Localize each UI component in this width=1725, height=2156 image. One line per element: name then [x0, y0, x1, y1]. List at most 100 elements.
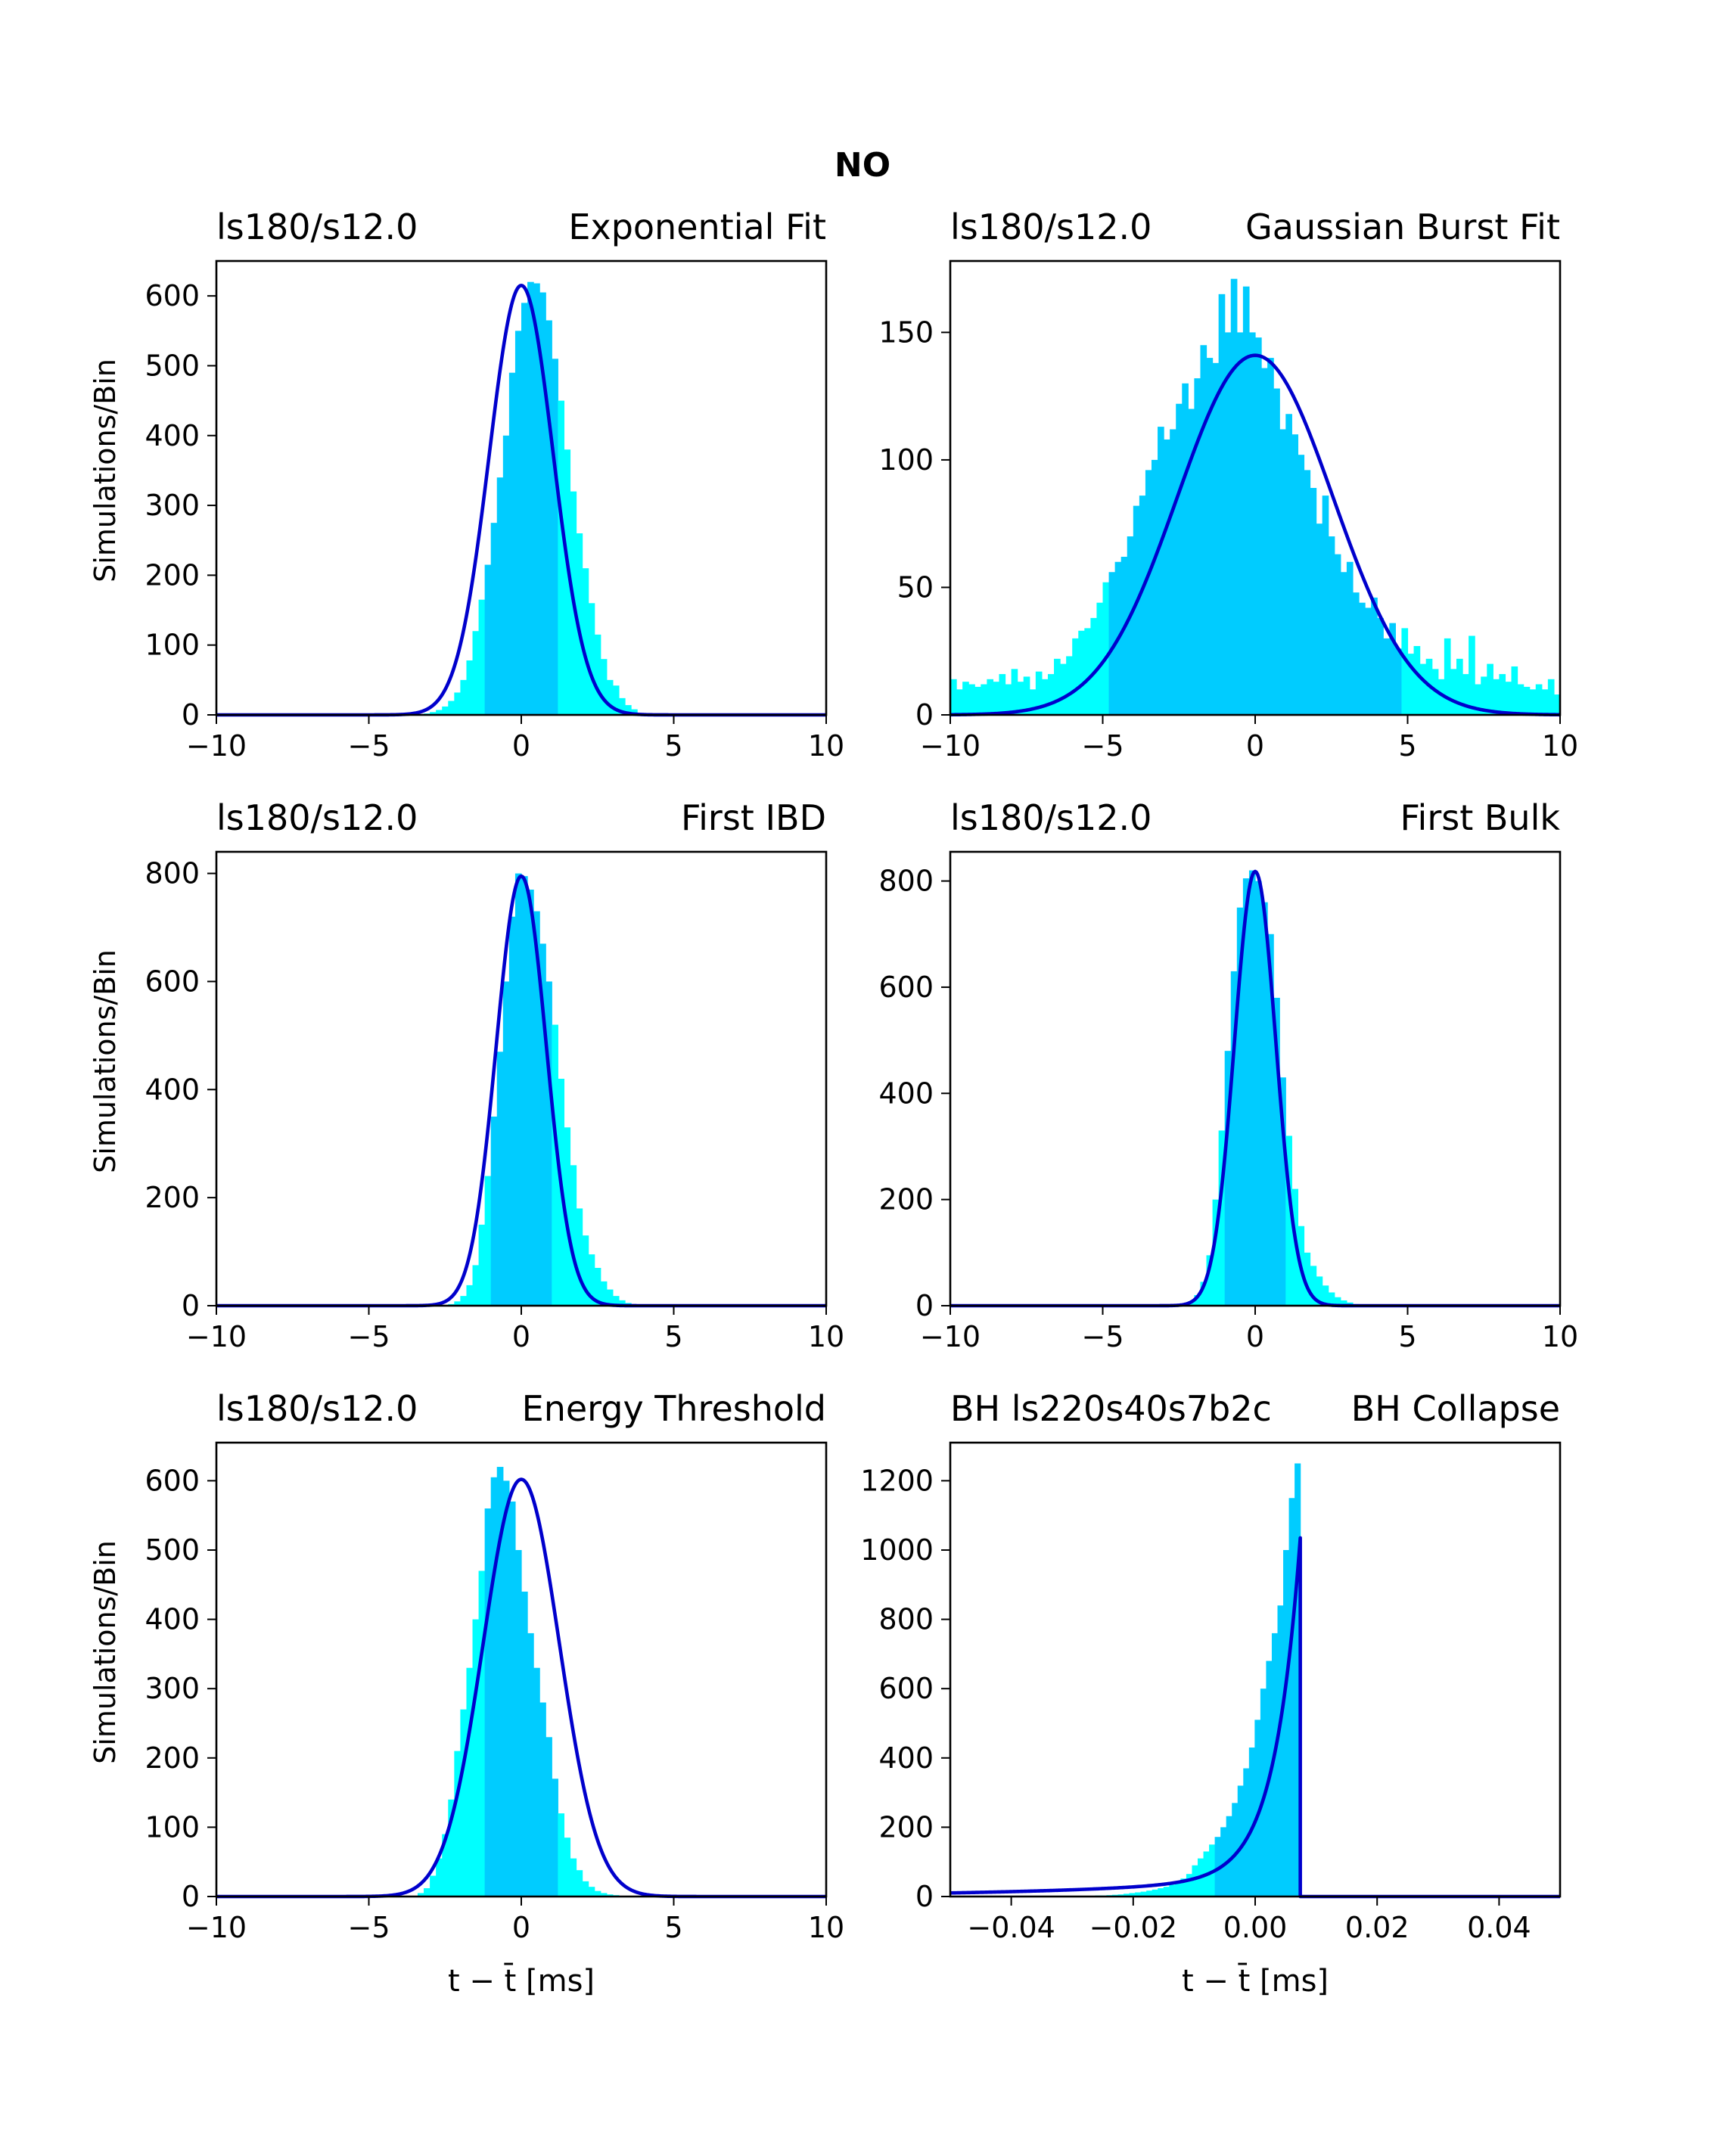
histogram-bar — [594, 634, 601, 715]
histogram-bar — [582, 1881, 589, 1897]
histogram-bar — [1230, 971, 1238, 1306]
histogram-bar — [606, 1894, 614, 1897]
y-tick-label: 0 — [915, 698, 934, 732]
histogram-bar — [1295, 1463, 1301, 1897]
histogram-bar — [1212, 362, 1220, 715]
histogram-bar — [1462, 674, 1469, 715]
x-tick-label: 5 — [1398, 1320, 1416, 1353]
histogram-bar — [564, 1838, 571, 1897]
histogram-bar — [1066, 656, 1073, 715]
x-tick-label: 10 — [1542, 729, 1578, 763]
histogram-bar — [466, 1285, 474, 1306]
histogram-bar — [430, 1875, 437, 1897]
histogram-bar — [1273, 388, 1280, 715]
histogram-bar — [1389, 623, 1396, 715]
y-tick-label: 50 — [897, 570, 934, 604]
histogram-bar — [490, 1477, 498, 1897]
histogram-bar — [1236, 907, 1244, 1306]
histogram-bar — [588, 1887, 595, 1897]
histogram-bar — [1261, 368, 1268, 715]
histogram-bar — [1334, 554, 1341, 715]
histogram-bar — [1511, 666, 1518, 715]
histogram-bar — [545, 320, 552, 716]
y-tick-label: 200 — [878, 1183, 934, 1216]
histogram-bar — [490, 1117, 498, 1306]
histogram-bar — [496, 1052, 504, 1306]
histogram-bar — [484, 564, 492, 715]
y-axis-ticks: 0 200 400 600 800 — [145, 857, 216, 1322]
histogram-bar — [1117, 1894, 1124, 1897]
histogram-bar — [987, 679, 994, 715]
histogram-bar — [1541, 689, 1549, 715]
histogram-bar — [1547, 679, 1555, 715]
histogram-bar — [1084, 628, 1091, 715]
histogram-bar — [1419, 663, 1427, 715]
x-tick-label: −5 — [347, 729, 390, 763]
histogram-bar — [1158, 427, 1164, 715]
panel-title-right: Gaussian Burst Fit — [1245, 207, 1560, 247]
histogram-bar — [1214, 1837, 1221, 1897]
histogram-bar — [1450, 669, 1457, 715]
x-tick-label: 10 — [808, 729, 844, 763]
histogram-bar — [490, 523, 498, 715]
histogram-bars — [1182, 870, 1366, 1306]
panel-energy-threshold: ls180/s12.0 Energy Threshold Simulations… — [89, 1388, 844, 1999]
y-tick-label: 100 — [878, 443, 934, 477]
histogram-bar — [430, 712, 437, 715]
histogram-bar — [1194, 1294, 1201, 1306]
histogram-bar — [1005, 684, 1012, 715]
histogram-bar — [1102, 582, 1110, 715]
panel-title-right: First Bulk — [1400, 797, 1560, 838]
histogram-bar — [570, 1858, 577, 1897]
histogram-bar — [1163, 1887, 1170, 1897]
histogram-bar — [1248, 870, 1256, 1306]
histogram-bar — [1072, 638, 1079, 715]
y-tick-label: 400 — [145, 1073, 200, 1106]
histogram-bar — [1377, 617, 1384, 715]
histogram-bar — [618, 697, 626, 715]
x-tick-label: 0 — [512, 729, 530, 763]
histogram-bar — [442, 1834, 449, 1897]
histogram-bar — [1090, 617, 1098, 715]
histogram-bar — [1212, 1199, 1220, 1306]
y-axis-ticks: 0 200 400 600 800 1000 1200 — [860, 1464, 950, 1913]
histogram-bar — [552, 1024, 558, 1306]
histogram-bar — [600, 1281, 608, 1306]
histogram-bar — [472, 631, 480, 715]
x-axis-ticks: −10 −5 0 5 10 — [920, 1306, 1578, 1353]
histogram-bar — [508, 372, 516, 715]
histogram-bar — [1078, 630, 1085, 715]
histogram-bar — [496, 1467, 504, 1897]
histogram-bar — [1200, 1281, 1208, 1306]
histogram-bar — [1310, 1266, 1317, 1306]
histogram-bar — [1140, 1891, 1147, 1897]
histogram-bar — [1288, 1498, 1295, 1897]
histogram-bar — [1304, 1252, 1311, 1306]
histogram-bar — [514, 331, 522, 715]
x-tick-label: −10 — [920, 1320, 981, 1353]
histogram-bar — [1174, 1881, 1181, 1897]
histogram-bar — [1129, 1893, 1136, 1897]
histogram-bar — [417, 1893, 424, 1897]
histogram-bar — [956, 689, 963, 715]
y-tick-label: 0 — [915, 1289, 934, 1322]
histogram-bar — [436, 1858, 443, 1897]
histogram-bar — [1054, 658, 1061, 715]
histogram-bar — [1359, 602, 1366, 715]
histogram-bar — [533, 1667, 540, 1897]
histogram-bar — [1316, 1276, 1323, 1306]
x-tick-label: 0.04 — [1467, 1911, 1531, 1944]
x-tick-label: 10 — [808, 1911, 844, 1944]
histogram-bar — [612, 1296, 620, 1306]
histogram-bar — [1096, 602, 1104, 715]
histogram-bar — [1047, 674, 1055, 715]
histogram-bar — [478, 1224, 486, 1306]
histogram-bar — [514, 873, 522, 1306]
histogram-bar — [1334, 1297, 1341, 1306]
y-tick-label: 200 — [145, 1181, 200, 1214]
histogram-bar — [1346, 561, 1354, 715]
panel-gaussian-burst-fit: ls180/s12.0 Gaussian Burst Fit −10 −5 0 5 10… — [878, 207, 1578, 763]
histogram-bar — [454, 1301, 461, 1306]
histogram-bar — [1124, 1893, 1130, 1897]
